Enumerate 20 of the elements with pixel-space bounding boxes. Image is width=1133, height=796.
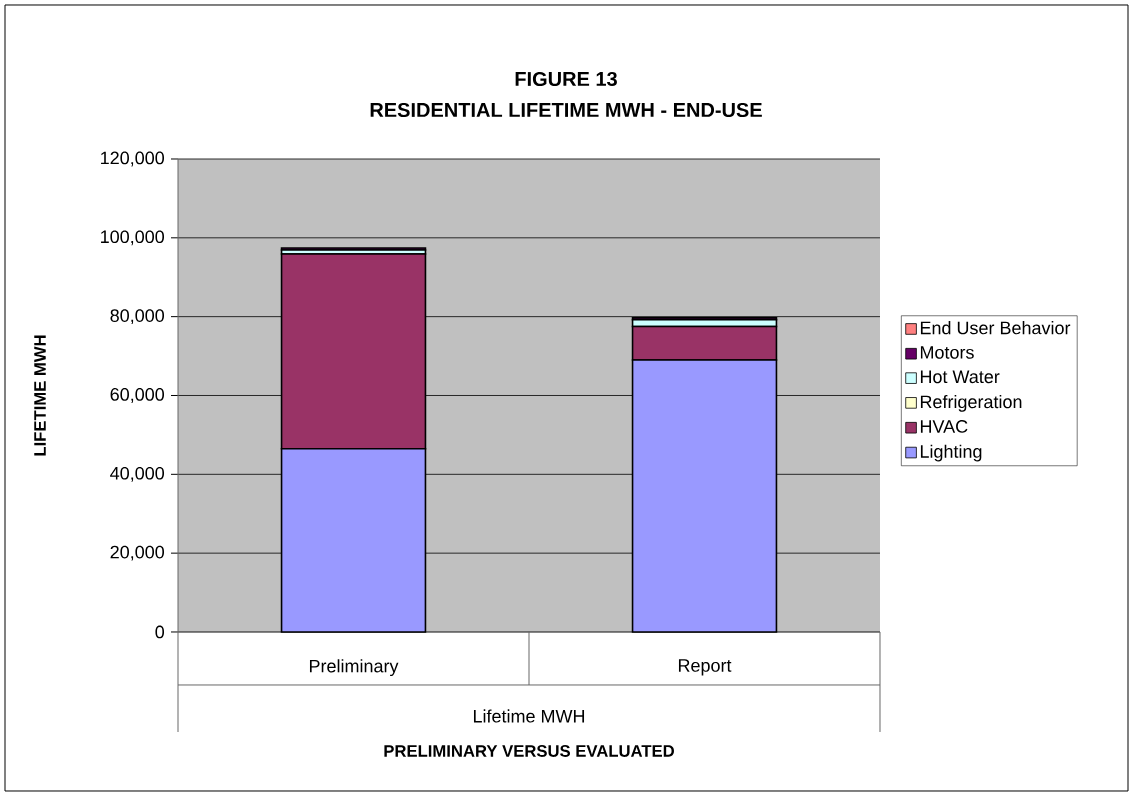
legend-label: Lighting <box>920 444 982 462</box>
y-tick-label: 100,000 <box>101 230 165 246</box>
y-tick-label: 20,000 <box>110 545 165 561</box>
y-tick-label: 40,000 <box>110 466 165 482</box>
x-axis-title: PRELIMINARY VERSUS EVALUATED <box>384 745 674 757</box>
chart-subtitle: RESIDENTIAL LIFETIME MWH - END-USE <box>370 102 762 118</box>
legend-label: Hot Water <box>920 370 1000 384</box>
y-tick-label: 60,000 <box>110 388 165 403</box>
text: Lifetime MWH <box>473 709 585 723</box>
legend-label: Motors <box>920 346 974 359</box>
chart-title: FIGURE 13 <box>515 71 617 87</box>
legend-label: End User Behavior <box>920 321 1071 335</box>
x-tick-label: Report <box>678 659 732 676</box>
x-tick-label: Preliminary <box>309 659 399 677</box>
legend-label: Refrigeration <box>920 395 1022 412</box>
y-tick-label: 80,000 <box>110 309 165 325</box>
y-tick-label: 120,000 <box>101 151 165 167</box>
y-axis-title: LIFETIME MWH <box>34 335 46 456</box>
legend-label: HVAC <box>920 420 968 433</box>
y-tick-label: 0 <box>155 625 165 639</box>
